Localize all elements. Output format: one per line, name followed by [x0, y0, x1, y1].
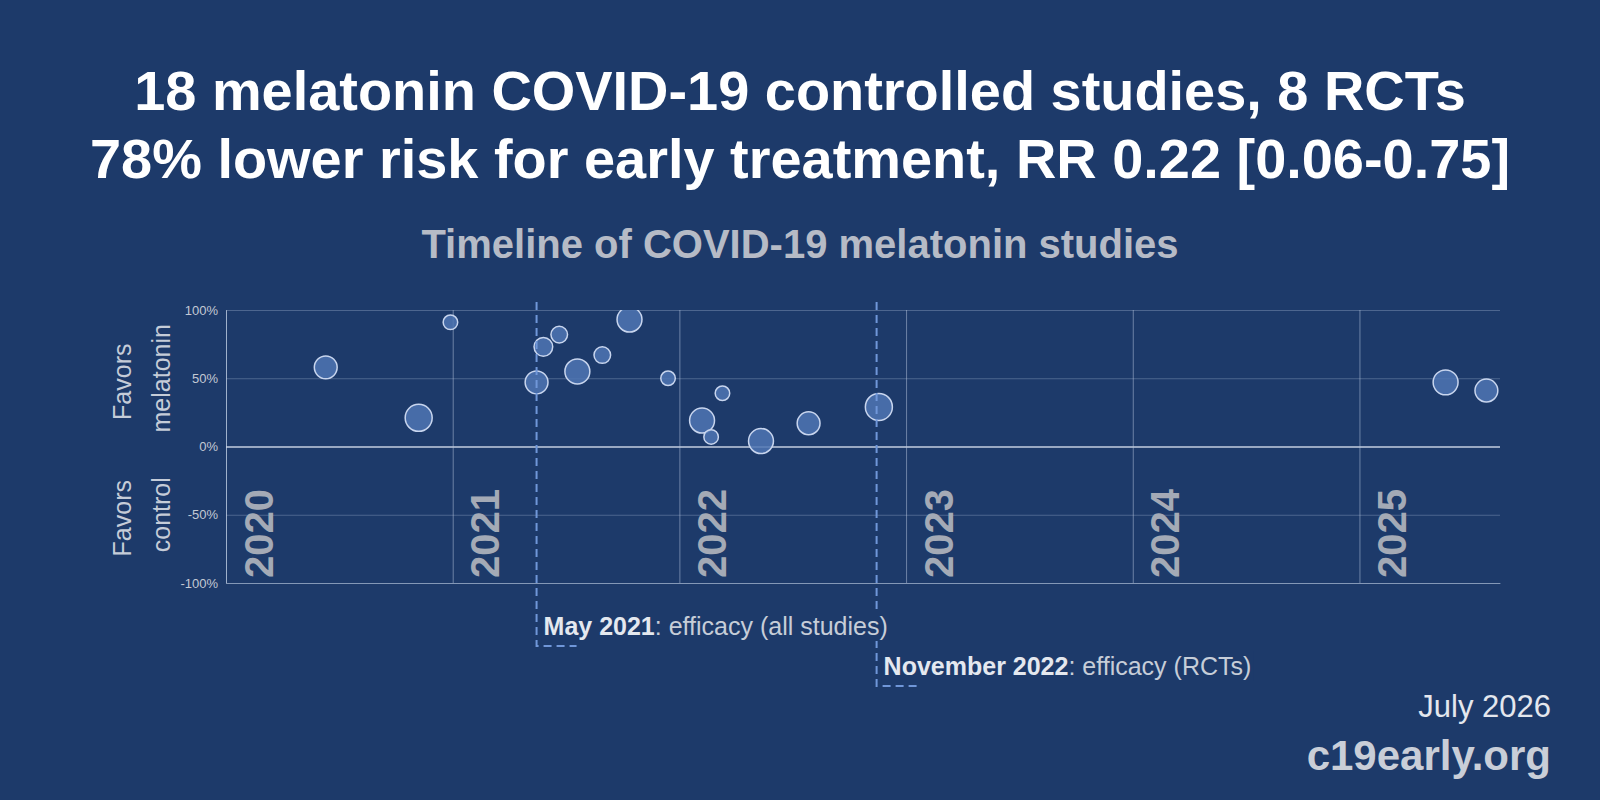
study-bubble: [617, 310, 642, 332]
study-bubble: [314, 356, 337, 379]
y-tick-label: -100%: [180, 576, 218, 591]
y-gridline: [226, 583, 1500, 584]
x-gridline: [679, 310, 680, 583]
headline: 18 melatonin COVID-19 controlled studies…: [134, 59, 1466, 122]
x-tick-label: 2025: [1370, 489, 1414, 578]
study-bubble: [715, 386, 730, 401]
y-tick: -100%: [180, 576, 1500, 591]
annotation-note: : efficacy (all studies): [655, 612, 888, 640]
study-bubble: [865, 393, 892, 420]
y-gridline: [226, 515, 1500, 516]
y-tick: 100%: [185, 303, 1500, 318]
study-bubble: [749, 429, 774, 454]
annotation-note: : efficacy (RCTs): [1068, 652, 1251, 680]
study-bubble: [661, 371, 676, 386]
y-axis-title-line: Favors: [108, 337, 136, 420]
x-gridline: [453, 310, 454, 583]
y-tick: 50%: [192, 371, 1500, 386]
y-axis-line: [226, 311, 227, 584]
x-axis: 2020 2021 2022 2023 2024 2025: [227, 310, 1501, 584]
y-gridline: [226, 446, 1500, 448]
x-tick: 2025: [1360, 310, 1414, 583]
x-gridline: [1133, 310, 1134, 583]
headline: 78% lower risk for early treatment, RR 0…: [90, 127, 1510, 190]
x-tick: 2021: [453, 310, 507, 583]
study-bubble: [405, 404, 432, 431]
date: July 2026: [1418, 689, 1551, 724]
x-tick-label: 2024: [1143, 488, 1187, 578]
y-gridline: [226, 310, 1500, 311]
chart-root: 18 melatonin COVID-19 controlled studies…: [0, 0, 1600, 800]
annotation-date: November 2022: [884, 652, 1069, 680]
x-tick-label: 2023: [917, 489, 961, 578]
study-bubble: [551, 326, 568, 343]
study-bubble: [704, 430, 719, 445]
y-axis-title-line: melatonin: [147, 324, 175, 432]
annotation-backdrop: [882, 651, 1254, 681]
x-tick: 2022: [680, 310, 734, 583]
study-bubble: [1475, 379, 1498, 402]
study-bubble: [1433, 370, 1458, 395]
study-bubble: [565, 359, 590, 384]
annotation-text: November 2022: efficacy (RCTs): [884, 652, 1252, 680]
chart-title: Timeline of COVID-19 melatonin studies: [421, 222, 1178, 266]
y-axis-title: Favors melatonin: [108, 324, 175, 432]
source: c19early.org: [1307, 732, 1551, 779]
annotation-labels: May 2021: efficacy (all studies) November…: [542, 611, 1254, 681]
y-tick-label: -50%: [188, 507, 219, 522]
y-axis-title-line: Favors: [108, 473, 136, 556]
x-tick: 2023: [907, 310, 961, 583]
x-tick: 2020: [227, 310, 281, 583]
x-tick-label: 2022: [690, 489, 734, 578]
plot-area: [314, 310, 1498, 454]
x-gridline: [906, 310, 907, 583]
y-tick-label: 0%: [199, 439, 218, 454]
y-tick: -50%: [188, 507, 1500, 522]
x-gridline: [226, 310, 227, 583]
x-tick-label: 2020: [237, 489, 281, 578]
study-bubble: [594, 347, 611, 364]
x-tick: 2024: [1133, 310, 1187, 583]
annotation-date: May 2021: [544, 612, 655, 640]
y-axis-title-line: control: [147, 477, 175, 552]
y-tick: 0%: [199, 439, 1500, 454]
annotation-lines: [537, 302, 917, 686]
background: [0, 0, 1600, 800]
y-gridline: [226, 378, 1500, 379]
study-bubble: [443, 315, 458, 330]
y-axis-title: Favors control: [108, 473, 175, 556]
y-tick-label: 100%: [185, 303, 219, 318]
study-bubble: [797, 412, 820, 435]
x-gridline: [1359, 310, 1360, 583]
chart-svg: 18 melatonin COVID-19 controlled studies…: [0, 0, 1600, 800]
y-axis: -100% -50% 0% 50% 100%: [180, 303, 1500, 591]
x-axis-line: [227, 583, 1501, 584]
annotation-line: [537, 302, 577, 646]
y-tick-label: 50%: [192, 371, 218, 386]
x-tick-label: 2021: [463, 489, 507, 578]
annotation-backdrop: [542, 611, 890, 641]
annotation-text: May 2021: efficacy (all studies): [544, 612, 888, 640]
